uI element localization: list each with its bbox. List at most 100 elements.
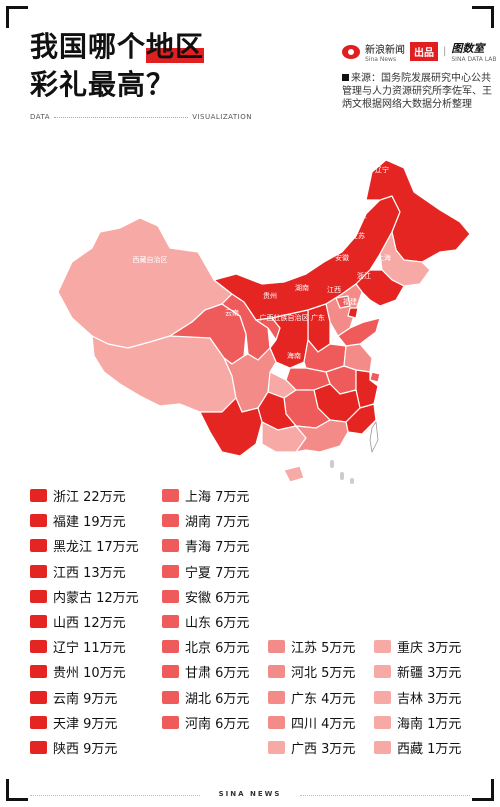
legend-label: 宁夏 7万元 [185,565,250,581]
brand-bar: 新浪新闻 Sina News 出品 | 图数室 SINA DATA LAB [342,40,497,63]
province-hainan [283,465,305,483]
legend-item: 宁夏 7万元 [162,562,249,581]
legend-swatch [162,564,179,578]
map-label-neimenggu: 内蒙古自治区 [269,169,311,178]
legend-swatch [268,640,285,654]
island-mark [340,472,344,480]
legend-label: 青海 7万元 [185,540,250,556]
province-taiwan [369,421,379,453]
legend-item: 西藏 1万元 [374,738,461,757]
map-labels: 新疆维吾尔自治区西藏自治区青海内蒙古自治区黑龙江吉林辽宁北京天津河北山西山东宁夏… [98,145,413,360]
legend-label: 天津 9万元 [53,716,118,732]
map-label-gansu: 甘肃 [247,225,261,234]
map-label-shaanxi: 陕西 [279,231,293,240]
legend-item: 新疆 3万元 [374,662,461,681]
legend-item: 甘肃 6万元 [162,662,249,681]
legend-item: 山东 6万元 [162,612,249,631]
source-text: 来源：国务院发展研究中心公共管理与人力资源研究所李佐军、王炳文根据网络大数据分析… [342,73,492,110]
map-label-ningxia: 宁夏回族自治区 [244,203,293,212]
legend-label: 新疆 3万元 [397,666,462,682]
map-label-xizang: 西藏自治区 [133,255,168,264]
legend-swatch [162,589,179,603]
legend-label: 北京 6万元 [185,641,250,657]
map-label-tianjin: 天津 [349,188,363,196]
legend-item: 四川 4万元 [268,713,355,732]
brand-text: 新浪新闻 Sina News [365,41,405,63]
legend-swatch [374,715,391,729]
legend-item: 湖南 7万元 [162,511,249,530]
map-label-jiangxi: 江西 [327,286,341,294]
legend-label: 四川 4万元 [291,716,356,732]
legend-item: 河南 6万元 [162,713,249,732]
data-divider: DATA VISUALIZATION [30,113,252,121]
title-line1: 我国哪个 [30,30,147,63]
corner-mark [472,6,494,28]
partner-logo: 图数室 SINA DATA LAB [451,40,496,63]
corner-mark [6,6,28,28]
legend-swatch [162,514,179,528]
brand-badge: 出品 [410,42,438,61]
map-label-shandong: 山东 [353,211,367,220]
legend-item: 上海 7万元 [162,486,249,505]
title-highlight: 地区 [146,30,205,63]
legend-swatch [268,690,285,704]
map-label-liaoning: 辽宁 [375,165,389,174]
legend-item: 山西 12万元 [30,612,126,631]
map-label-anhui: 安徽 [335,253,349,262]
legend-swatch [30,715,47,729]
sina-eye-icon [342,44,360,59]
corner-mark [472,779,494,801]
legend-item: 湖北 6万元 [162,688,249,707]
legend-swatch [30,741,47,754]
province-guangdong [295,419,349,453]
legend-label: 重庆 3万元 [397,641,462,657]
map-label-jilin: 吉林 [399,145,413,154]
legend-label: 河南 6万元 [185,716,250,732]
divider-dots [54,116,189,118]
legend-swatch [162,640,179,654]
province-jilin [379,231,431,287]
legend-swatch [30,690,47,704]
legend-swatch [30,640,47,654]
province-shanghai [369,371,381,383]
map-label-fujian: 福建 [343,297,357,306]
legend-label: 河北 5万元 [291,666,356,682]
province-beijing [335,295,351,309]
legend-label: 内蒙古 12万元 [53,590,139,606]
legend-swatch [162,665,179,679]
map-label-beijing: 北京 [335,176,349,185]
legend-label: 吉林 3万元 [397,691,462,707]
china-map: 新疆维吾尔自治区西藏自治区青海内蒙古自治区黑龙江吉林辽宁北京天津河北山西山东宁夏… [57,145,471,484]
legend-swatch [268,665,285,679]
legend-swatch [30,539,47,553]
page-title: 我国哪个地区 彩礼最高？ [30,28,205,104]
legend-label: 广东 4万元 [291,691,356,707]
map-provinces [57,159,471,483]
map-label-guangdong: 广东 [311,313,325,322]
legend-item: 内蒙古 12万元 [30,587,139,606]
map-label-chongqing: 重庆 [271,261,285,270]
footer-line-right [300,795,470,796]
legend-item: 黑龙江 17万元 [30,536,139,555]
legend-item: 河北 5万元 [268,662,355,681]
source-note: 来源：国务院发展研究中心公共管理与人力资源研究所李佐军、王炳文根据网络大数据分析… [342,72,492,111]
map-label-zhejiang: 浙江 [357,271,371,280]
legend-item: 重庆 3万元 [374,637,461,656]
legend-label: 山西 12万元 [53,616,126,631]
legend-item: 北京 6万元 [162,637,249,656]
legend-label: 云南 9万元 [53,691,118,707]
map-label-shanghai: 上海 [377,253,391,262]
map-label-jiangsu: 江苏 [351,231,365,240]
province-heilongjiang [365,159,471,263]
legend-swatch [30,665,47,679]
legend-swatch [30,564,47,578]
legend-label: 甘肃 6万元 [185,666,250,682]
legend-swatch [374,741,391,754]
legend-label: 江苏 5万元 [291,641,356,657]
divider-left: DATA [30,113,51,121]
legend-swatch [268,715,285,729]
map-label-qinghai: 青海 [193,217,207,226]
legend-label: 上海 7万元 [185,490,250,505]
legend-label: 湖南 7万元 [185,515,250,531]
island-mark [350,478,354,484]
